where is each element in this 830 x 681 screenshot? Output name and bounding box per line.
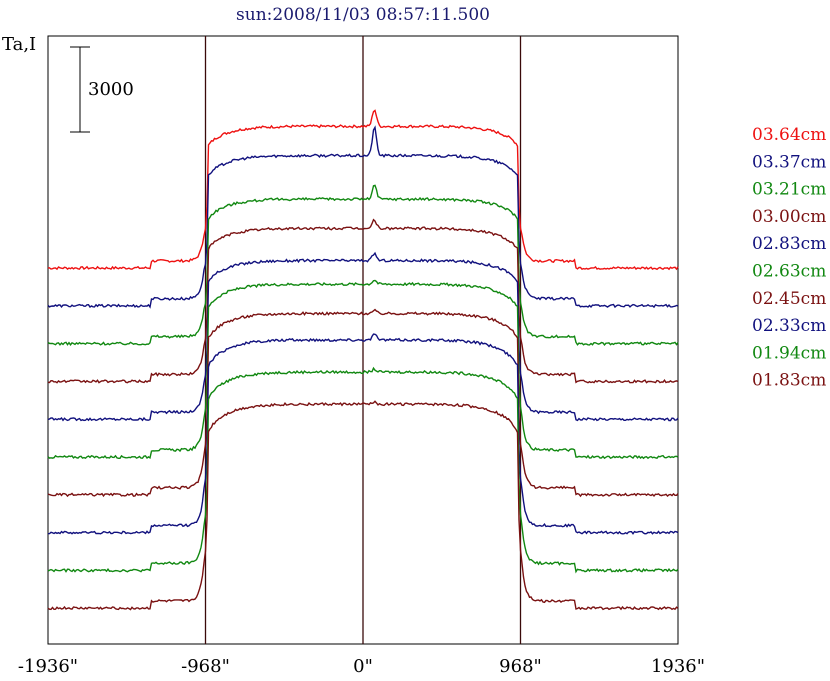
series-line-02.83cm xyxy=(47,251,679,422)
series-line-02.45cm xyxy=(47,308,679,498)
series-line-03.64cm xyxy=(47,109,679,271)
legend-item: 02.83cm xyxy=(752,234,826,254)
y-axis-label: Ta,I xyxy=(2,34,36,55)
series-line-03.21cm xyxy=(47,184,679,347)
series-line-02.33cm xyxy=(47,333,679,535)
x-tick-label: 0" xyxy=(353,656,373,677)
scale-bar-label: 3000 xyxy=(88,79,134,100)
x-tick-label: 1936" xyxy=(651,656,705,677)
series-line-03.00cm xyxy=(47,218,679,384)
scale-bar: 3000 xyxy=(70,46,134,133)
x-tick-label: -968" xyxy=(181,656,230,677)
legend-item: 03.37cm xyxy=(752,152,826,172)
legend-item: 02.63cm xyxy=(752,262,826,282)
x-tick-labels: -1936" -968" 0" 968" 1936" xyxy=(18,656,705,677)
legend-item: 03.00cm xyxy=(752,207,826,227)
series-line-03.37cm xyxy=(47,125,679,309)
legend-item: 01.94cm xyxy=(752,343,826,363)
legend-item: 01.83cm xyxy=(752,371,826,391)
legend-item: 03.64cm xyxy=(752,125,826,145)
x-tick-label: 968" xyxy=(499,656,542,677)
legend: 03.64cm 03.37cm 03.21cm 03.00cm 02.83cm 02.63… xyxy=(752,125,826,391)
series-group xyxy=(47,109,679,611)
x-tick-label: -1936" xyxy=(18,656,78,677)
series-line-01.94cm xyxy=(47,366,679,574)
chart-title: sun:2008/11/03 08:57:11.500 xyxy=(236,5,490,25)
series-line-01.83cm xyxy=(47,400,679,611)
series-line-02.63cm xyxy=(47,279,679,460)
legend-item: 02.45cm xyxy=(752,289,826,309)
legend-item: 02.33cm xyxy=(752,316,826,336)
legend-item: 03.21cm xyxy=(752,180,826,200)
